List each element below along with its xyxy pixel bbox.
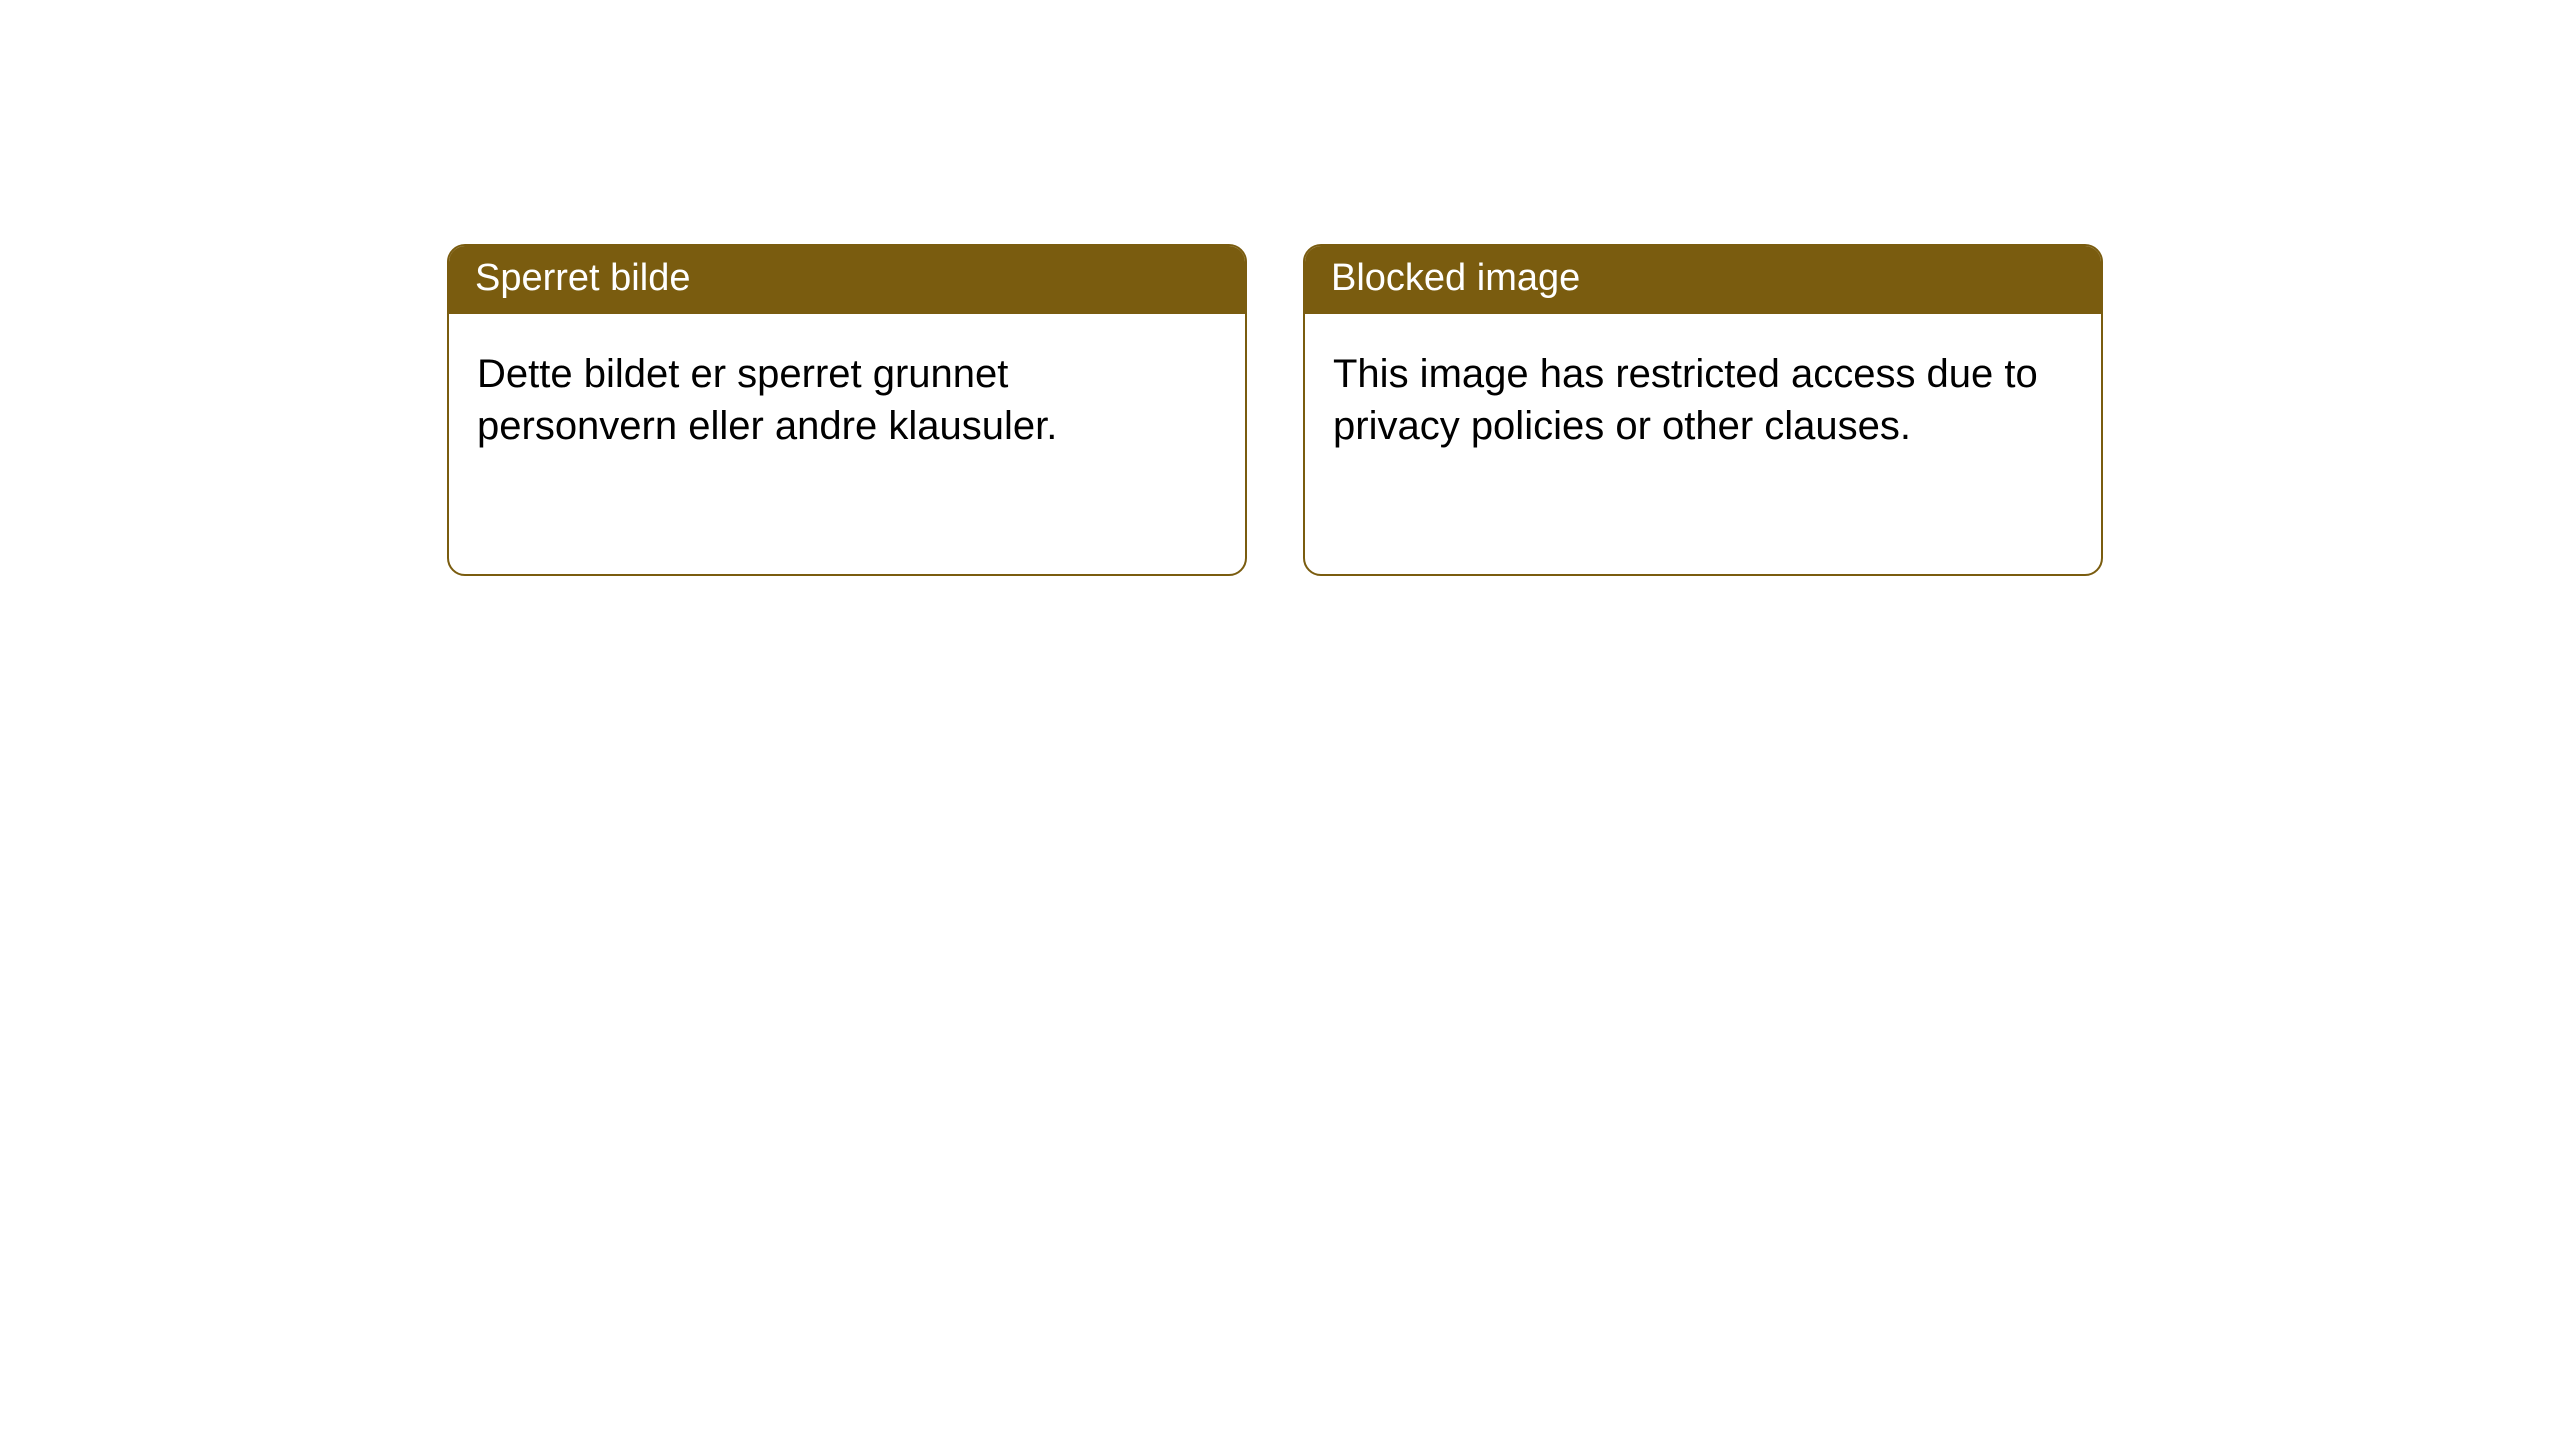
card-body-text: This image has restricted access due to … (1333, 352, 2038, 448)
card-title: Blocked image (1331, 257, 1580, 299)
card-body: Dette bildet er sperret grunnet personve… (449, 314, 1245, 486)
notice-card-english: Blocked image This image has restricted … (1303, 244, 2103, 576)
card-header: Sperret bilde (449, 246, 1245, 314)
notice-card-norwegian: Sperret bilde Dette bildet er sperret gr… (447, 244, 1247, 576)
card-header: Blocked image (1305, 246, 2101, 314)
card-body: This image has restricted access due to … (1305, 314, 2101, 486)
card-title: Sperret bilde (475, 257, 690, 299)
notice-card-container: Sperret bilde Dette bildet er sperret gr… (447, 244, 2103, 576)
card-body-text: Dette bildet er sperret grunnet personve… (477, 352, 1057, 448)
